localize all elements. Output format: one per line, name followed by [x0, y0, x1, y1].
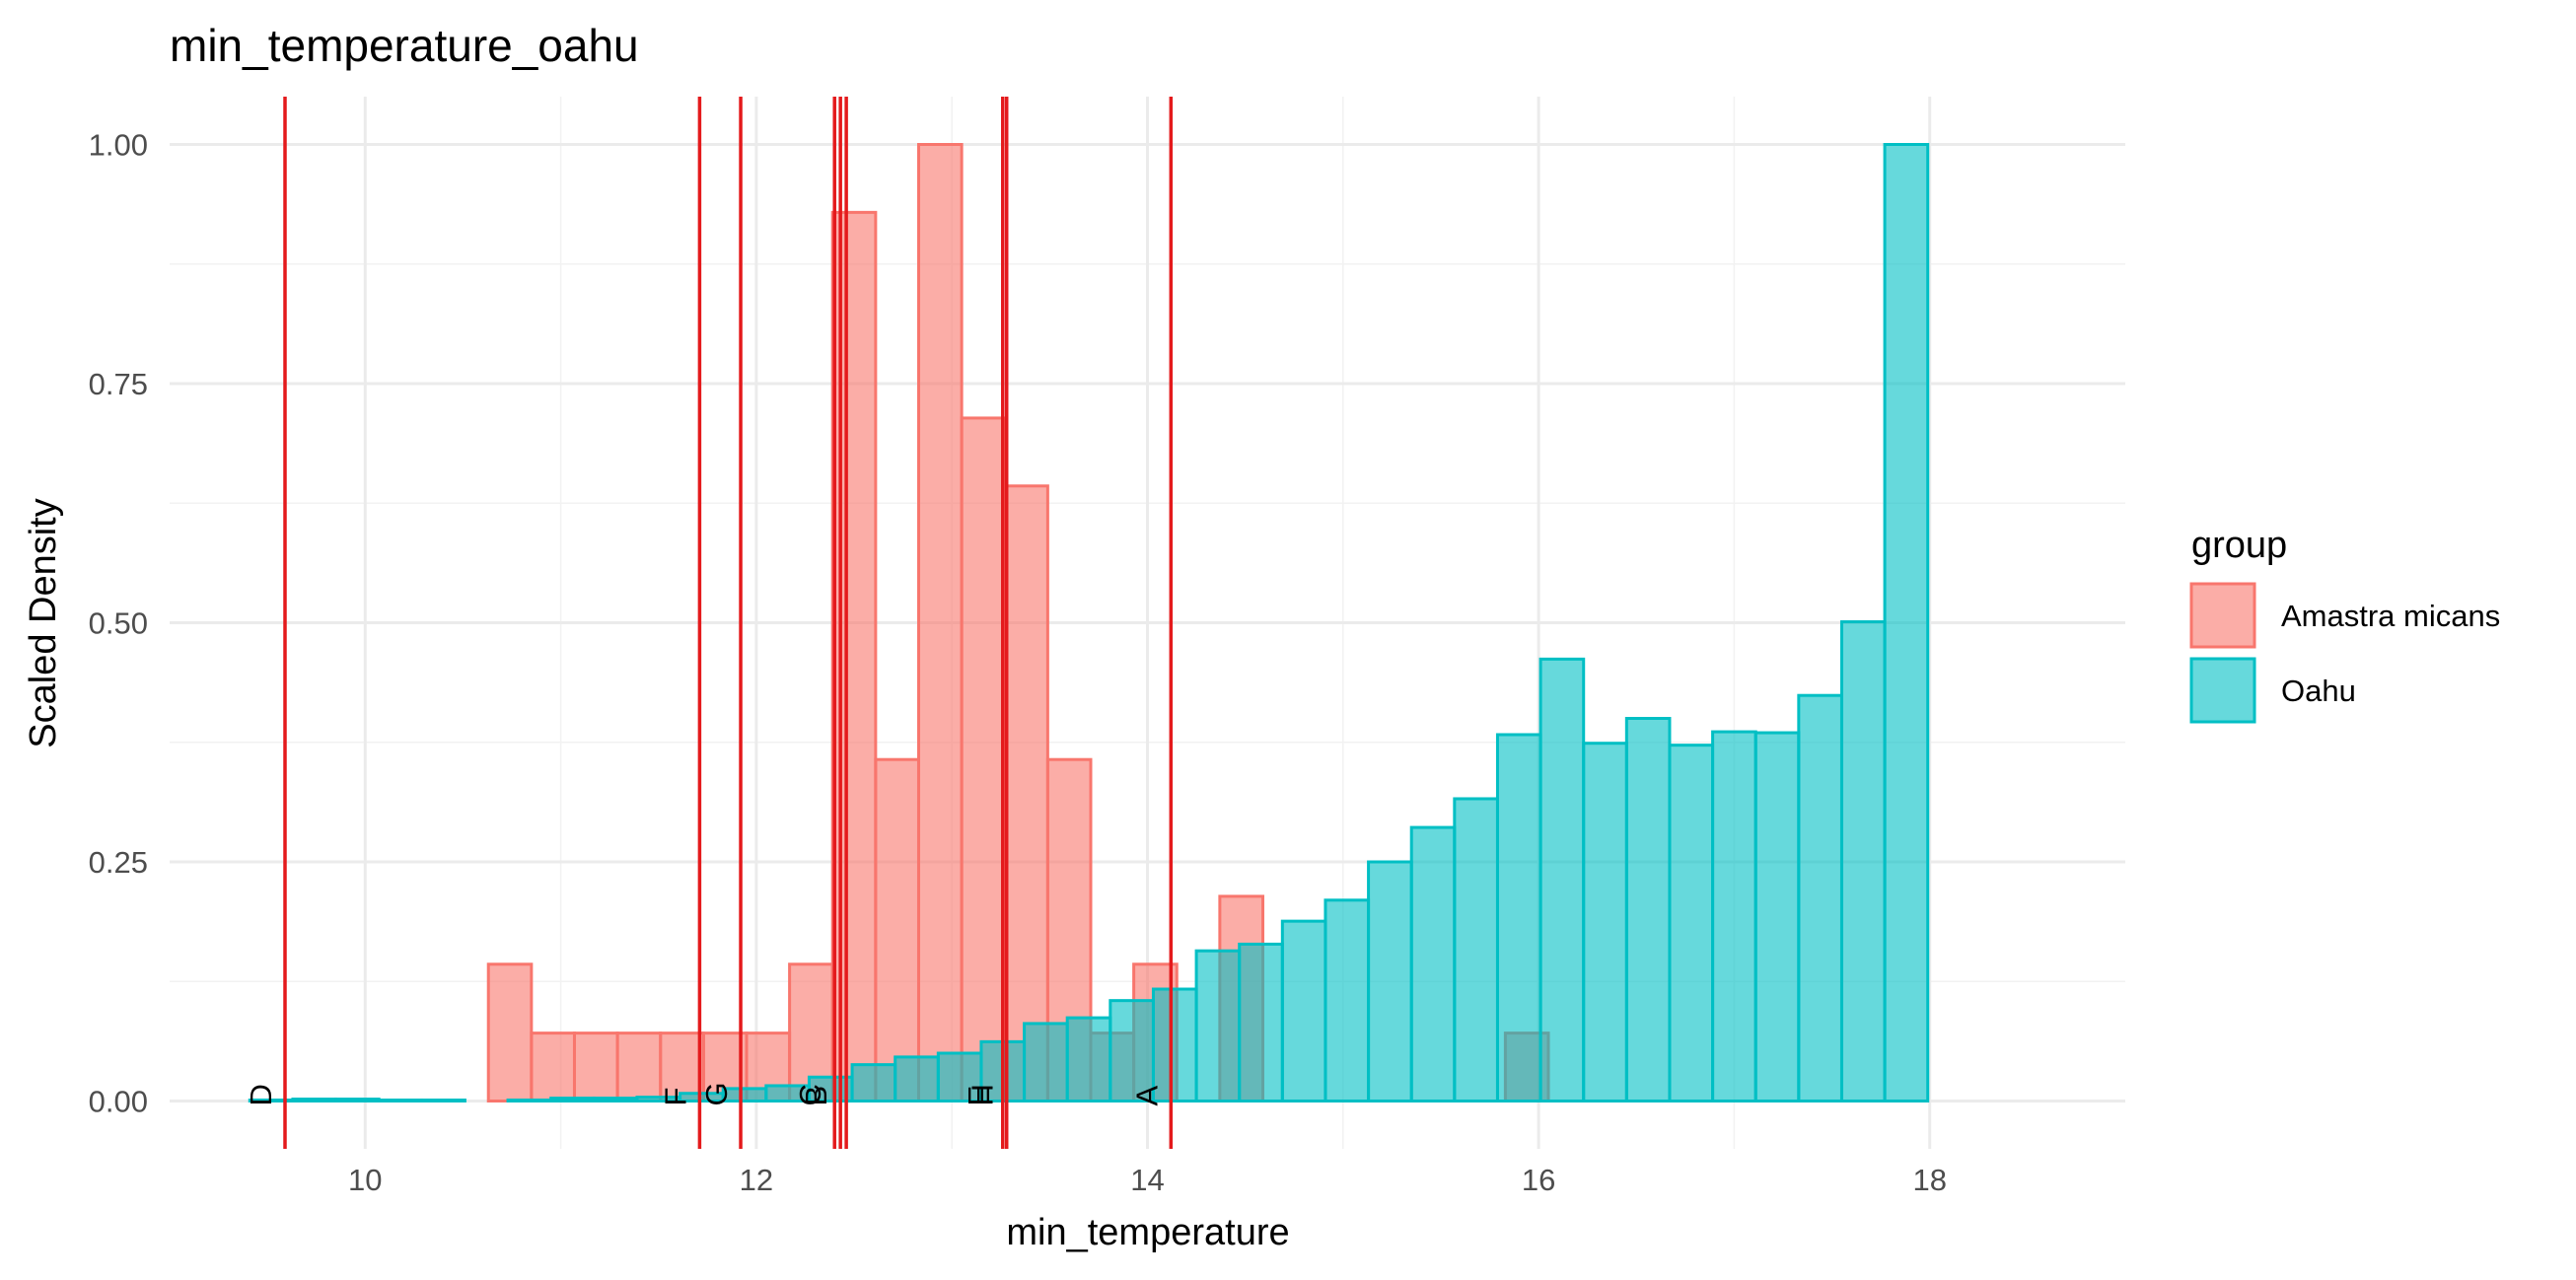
histogram-bar [506, 1099, 553, 1103]
histogram-bar [1624, 717, 1672, 1102]
legend-title: group [2191, 525, 2287, 566]
histogram-bar [334, 1098, 381, 1103]
reference-line-label: C [793, 1084, 827, 1105]
histogram-bar [572, 1031, 619, 1103]
histogram-bar [592, 1097, 639, 1102]
histogram-bar [549, 1097, 596, 1102]
y-tick-label: 1.00 [89, 128, 148, 163]
histogram-bar [1280, 919, 1327, 1103]
histogram-bar [1023, 1022, 1069, 1103]
x-tick-label: 10 [348, 1163, 382, 1197]
legend-label: Oahu [2281, 674, 2356, 708]
reference-line-label: A [1129, 1086, 1164, 1106]
vline-layer: D F G CB EH A [244, 97, 1174, 1149]
histogram-bar [1797, 693, 1843, 1102]
histogram-bar [1367, 860, 1413, 1102]
histogram-bar [420, 1099, 466, 1103]
x-tick-label: 18 [1912, 1163, 1946, 1197]
histogram-bar [1538, 657, 1586, 1102]
y-tick-label: 0.00 [89, 1085, 148, 1119]
histogram-bar [1194, 949, 1242, 1103]
legend-swatch [2189, 657, 2256, 724]
histogram-bar [1495, 733, 1542, 1102]
histogram-bar [377, 1099, 424, 1103]
y-axis-title: Scaled Density [23, 498, 64, 747]
histogram-bar [1065, 1016, 1112, 1102]
histogram-bar [1453, 797, 1499, 1102]
y-tick-label: 0.50 [89, 606, 148, 641]
reference-line-label: E [962, 1086, 996, 1106]
x-tick-label: 16 [1522, 1163, 1555, 1197]
histogram-bar [960, 416, 1007, 1103]
axis-layer: 10 12 14 16 18 0.00 0.25 0.50 0.75 1.00 [89, 128, 1947, 1198]
x-axis-title: min_temperature [1006, 1212, 1289, 1253]
histogram-bar [874, 757, 920, 1103]
histogram-bar [1409, 825, 1457, 1103]
reference-line-label: H [966, 1084, 1000, 1105]
histogram-bar [1711, 730, 1757, 1103]
histogram-bar [615, 1031, 663, 1103]
y-tick-label: 0.75 [89, 367, 148, 401]
legend-label: Amastra micans [2281, 599, 2500, 633]
plot-title: min_temperature_oahu [170, 20, 639, 71]
reference-line-label: G [699, 1082, 734, 1105]
histogram-bar [1883, 143, 1930, 1102]
histogram-bar [486, 962, 534, 1102]
legend: group Amastra micans Oahu [2189, 525, 2500, 724]
histogram-bar [1324, 898, 1371, 1102]
histogram-bar [1668, 744, 1715, 1102]
histogram-bar [916, 143, 964, 1102]
histogram-bar [1753, 731, 1801, 1102]
histogram-bar [1151, 987, 1198, 1103]
reference-line-label: B [799, 1086, 833, 1106]
histogram-bar [1582, 742, 1628, 1102]
histogram-bar [894, 1055, 940, 1103]
legend-swatch [2189, 582, 2256, 649]
histogram-bar [1238, 942, 1284, 1102]
histogram-bar [291, 1098, 338, 1103]
x-tick-label: 12 [740, 1163, 773, 1197]
histogram-bar [850, 1063, 897, 1103]
x-tick-label: 14 [1130, 1163, 1164, 1197]
reference-line-label: F [658, 1088, 692, 1106]
histogram-bar [530, 1031, 576, 1103]
y-tick-label: 0.25 [89, 845, 148, 880]
histogram-bar [1003, 484, 1049, 1103]
legend-entries: Amastra micans Oahu [2189, 582, 2500, 724]
histogram-bar [936, 1051, 983, 1102]
reference-line-label: D [244, 1084, 278, 1105]
histogram-bar [1839, 620, 1887, 1103]
